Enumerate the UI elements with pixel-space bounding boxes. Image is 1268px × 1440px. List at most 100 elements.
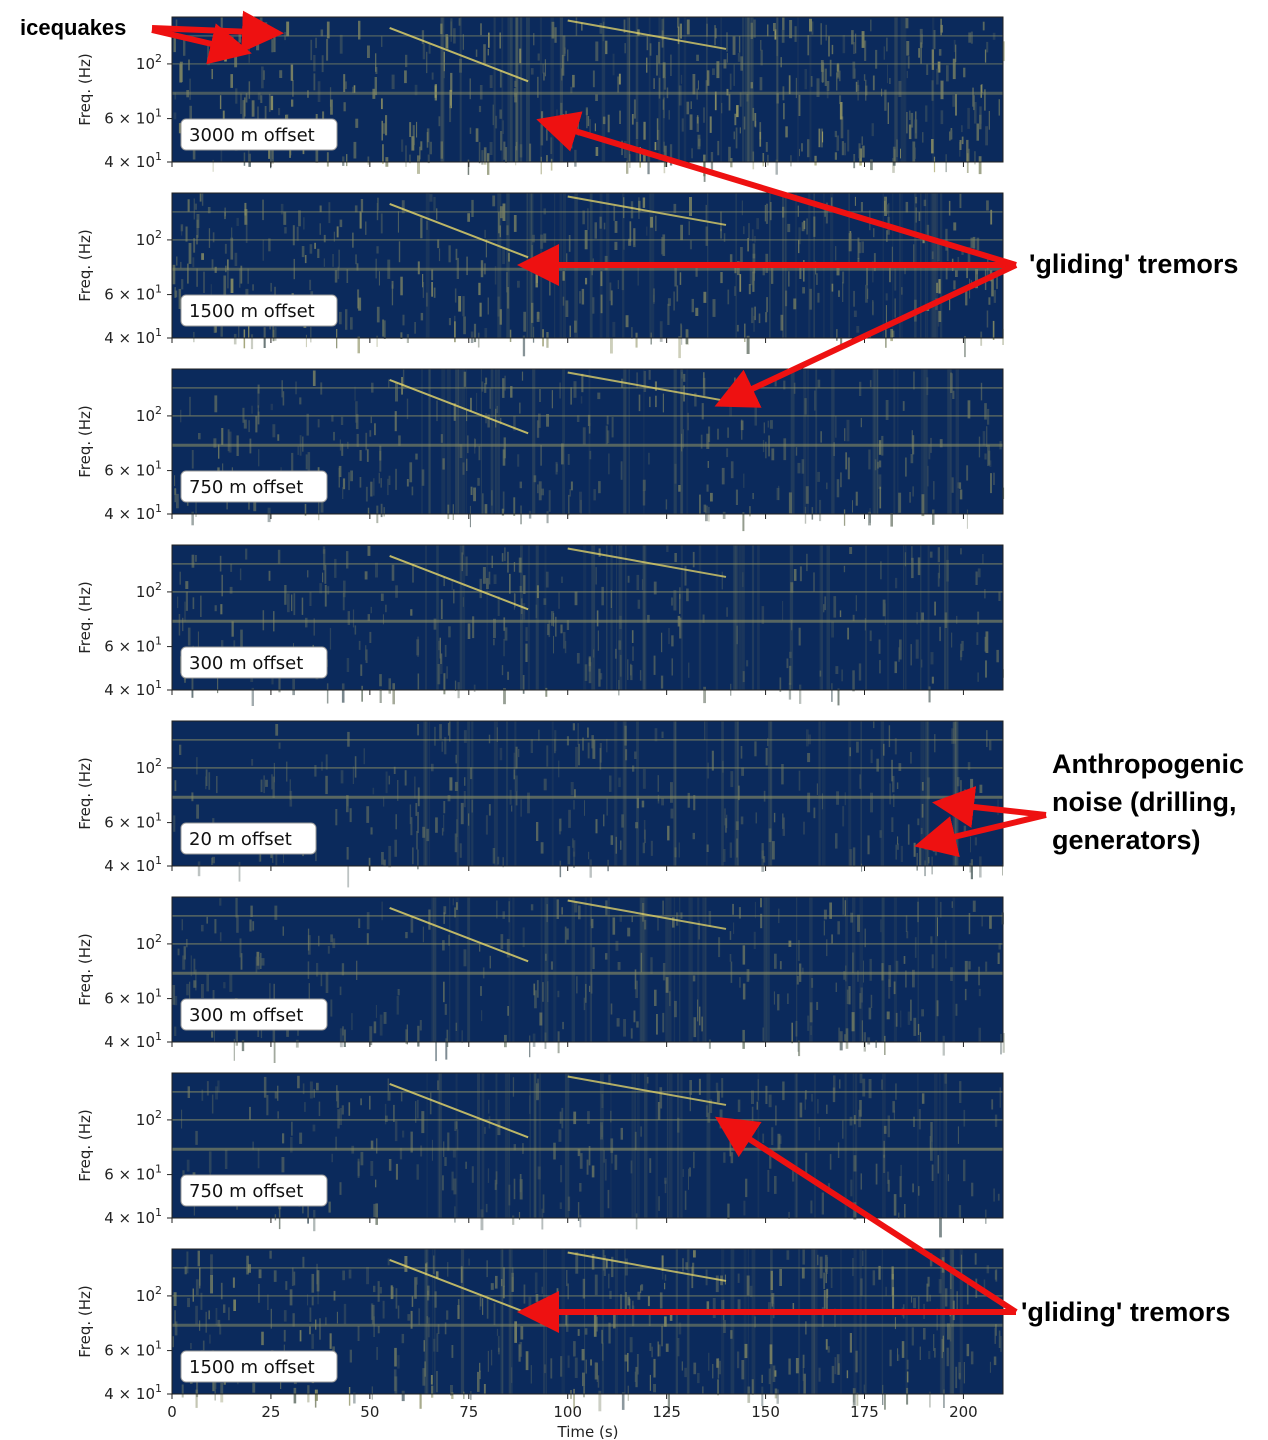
panel-offset-box xyxy=(180,822,317,855)
x-tick-label: 25 xyxy=(261,1403,280,1421)
panel-offset-label: 3000 m offset xyxy=(180,118,338,151)
panel-offset-text: 300 m offset xyxy=(189,653,303,674)
gliding-tremor-line xyxy=(389,26,529,83)
gliding-tremor-line xyxy=(567,19,727,50)
panel-offset-text: 750 m offset xyxy=(189,477,303,498)
arrow-anthropogenic-1 xyxy=(932,786,1047,828)
spectrogram-panel: 4 × 101 6 × 101 102 Freq. (Hz) 300 m offset xyxy=(76,896,1005,1063)
panel-noise xyxy=(173,17,1005,182)
y-axis-label: Freq. (Hz) xyxy=(76,1285,94,1358)
panel-offset-label: 20 m offset xyxy=(180,822,317,855)
spectrogram-panel: 4 × 101 6 × 101 102 Freq. (Hz) 20 m offset xyxy=(76,720,1004,888)
panel-offset-label: 750 m offset xyxy=(180,1174,328,1207)
panel-offset-box xyxy=(180,1350,338,1383)
gliding-tremor-line xyxy=(389,1258,529,1315)
panel-offset-box xyxy=(180,470,328,503)
panel-noise xyxy=(172,897,1005,1063)
gliding-tremor-line xyxy=(389,202,529,259)
y-tick-label: 102 xyxy=(136,932,162,953)
y-tick-label: 6 × 101 xyxy=(104,1339,162,1360)
panel-offset-box xyxy=(180,998,328,1031)
arrow-gliding-bottom-1 xyxy=(714,1116,1018,1315)
arrow-gliding-top-1 xyxy=(536,111,1017,268)
x-tick-label: 125 xyxy=(652,1403,681,1421)
y-tick-label: 4 × 101 xyxy=(104,1382,162,1403)
x-axis-label: Time (s) xyxy=(557,1423,619,1440)
y-tick-label: 102 xyxy=(136,404,162,425)
gliding-tremor-line xyxy=(389,906,529,963)
x-tick-label: 150 xyxy=(751,1403,780,1421)
panels: 4 × 101 6 × 101 102 Freq. (Hz) 3000 m offset… xyxy=(76,16,1005,1414)
gliding-tremor-line xyxy=(567,1075,727,1106)
annotation-anthropogenic-line2: noise (drilling, xyxy=(1052,787,1237,817)
y-tick-label: 4 × 101 xyxy=(104,1030,162,1051)
panel-frame xyxy=(171,16,1004,163)
y-tick-label: 4 × 101 xyxy=(104,854,162,875)
gliding-tremor-line xyxy=(389,378,529,435)
arrow-icequake-2 xyxy=(151,23,252,65)
panel-offset-box xyxy=(180,294,338,327)
annotation-gliding-bottom: 'gliding' tremors xyxy=(1021,1297,1230,1327)
panel-noise xyxy=(177,545,1004,706)
panel-offset-text: 300 m offset xyxy=(189,1005,303,1026)
y-axis-label: Freq. (Hz) xyxy=(76,933,94,1006)
panel-offset-label: 1500 m offset xyxy=(180,1350,338,1383)
panel-offset-box xyxy=(180,118,338,151)
y-tick-label: 4 × 101 xyxy=(104,326,162,347)
x-tick-label: 50 xyxy=(360,1403,379,1421)
panel-frame xyxy=(171,1072,1004,1219)
y-tick-label: 102 xyxy=(136,1108,162,1129)
gliding-tremor-line xyxy=(567,547,727,578)
gliding-tremor-line xyxy=(567,371,727,402)
y-tick-label: 6 × 101 xyxy=(104,283,162,304)
panel-offset-label: 300 m offset xyxy=(180,998,328,1031)
spectrogram-panel: 4 × 101 6 × 101 102 Freq. (Hz) 750 m offset xyxy=(76,1072,1004,1238)
panel-frame xyxy=(171,720,1004,867)
y-tick-label: 6 × 101 xyxy=(104,1163,162,1184)
panel-offset-label: 750 m offset xyxy=(180,470,328,503)
y-tick-label: 102 xyxy=(136,1284,162,1305)
gliding-tremor-line xyxy=(567,1251,727,1282)
annotations: icequakes 'gliding' tremors Anthropogeni… xyxy=(20,10,1244,1333)
annotation-anthropogenic-line3: generators) xyxy=(1052,825,1201,855)
panel-frame xyxy=(171,1248,1004,1395)
x-tick-label: 75 xyxy=(459,1403,478,1421)
panel-offset-box xyxy=(180,1174,328,1207)
y-tick-label: 102 xyxy=(136,52,162,73)
y-tick-label: 6 × 101 xyxy=(104,459,162,480)
y-tick-label: 4 × 101 xyxy=(104,150,162,171)
y-tick-label: 6 × 101 xyxy=(104,107,162,128)
y-tick-label: 4 × 101 xyxy=(104,502,162,523)
spectrogram-panel: 4 × 101 6 × 101 102 Freq. (Hz) 3000 m offset xyxy=(76,16,1005,182)
panel-offset-text: 3000 m offset xyxy=(189,125,315,146)
y-axis-label: Freq. (Hz) xyxy=(76,405,94,478)
y-tick-label: 4 × 101 xyxy=(104,678,162,699)
y-axis-label: Freq. (Hz) xyxy=(76,53,94,126)
panel-offset-label: 300 m offset xyxy=(180,646,328,679)
panel-frame xyxy=(171,544,1004,691)
gliding-tremor-line xyxy=(567,195,727,226)
y-axis-label: Freq. (Hz) xyxy=(76,757,94,830)
x-tick-label: 200 xyxy=(949,1403,978,1421)
x-tick-label: 100 xyxy=(553,1403,582,1421)
panel-offset-text: 1500 m offset xyxy=(189,301,315,322)
x-tick-label: 175 xyxy=(850,1403,879,1421)
x-tick-label: 0 xyxy=(167,1403,177,1421)
annotation-icequakes: icequakes xyxy=(20,15,126,40)
panel-offset-text: 20 m offset xyxy=(189,829,292,850)
y-tick-label: 6 × 101 xyxy=(104,987,162,1008)
spectrogram-panel: 4 × 101 6 × 101 102 Freq. (Hz) 1500 m offset xyxy=(76,1248,1004,1414)
spectrogram-panel: 4 × 101 6 × 101 102 Freq. (Hz) 300 m offset xyxy=(76,544,1004,706)
annotation-gliding-top: 'gliding' tremors xyxy=(1029,249,1238,279)
y-tick-label: 102 xyxy=(136,228,162,249)
gliding-tremor-line xyxy=(389,554,529,611)
y-tick-label: 102 xyxy=(136,580,162,601)
spectrogram-panel: 4 × 101 6 × 101 102 Freq. (Hz) 750 m offset xyxy=(76,368,1005,532)
y-tick-label: 6 × 101 xyxy=(104,811,162,832)
panel-offset-label: 1500 m offset xyxy=(180,294,338,327)
panel-frame xyxy=(171,896,1004,1043)
x-axis: Time (s) 0 25 50 75 100 125 150 175 200 xyxy=(167,1403,978,1440)
gliding-tremor-line xyxy=(567,899,727,930)
panel-offset-box xyxy=(180,646,328,679)
